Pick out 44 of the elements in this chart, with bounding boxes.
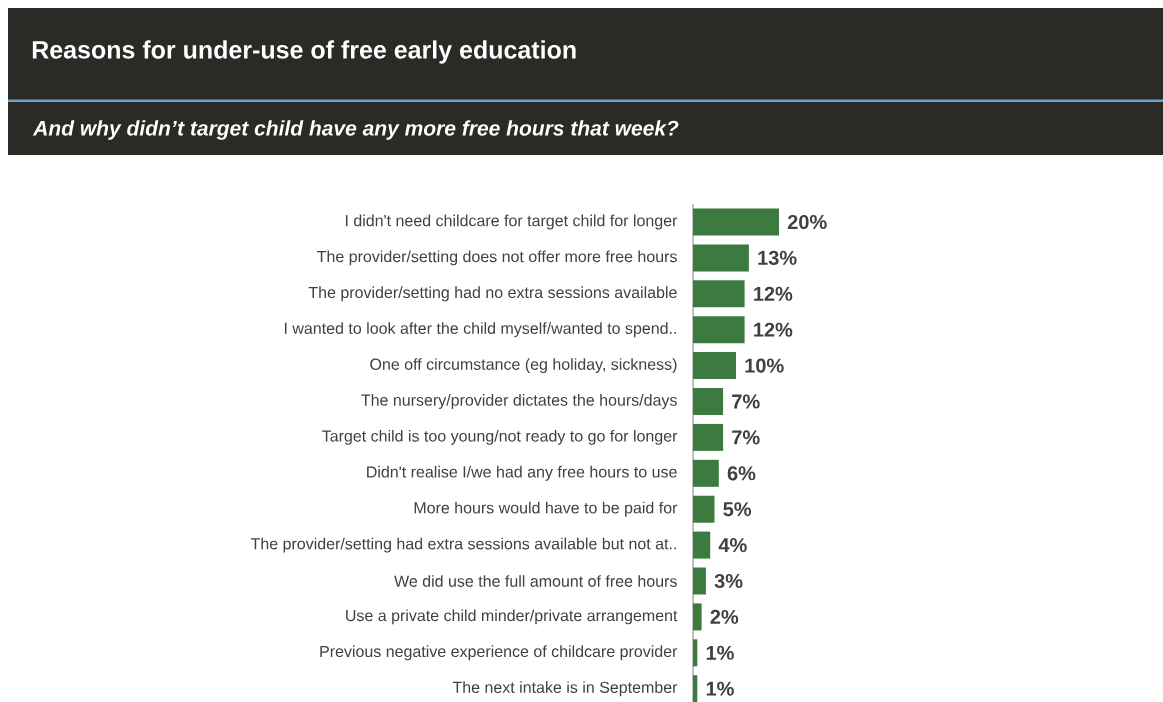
y-tick-label: I wanted to look after the child myself/wanted to spend..: [284, 322, 676, 338]
bar: [693, 567, 706, 595]
bar: [693, 639, 698, 667]
data-label: 12%: [754, 286, 793, 301]
bar: [693, 675, 698, 702]
y-tick-label: The next intake is in September: [452, 681, 678, 697]
data-label: 3%: [714, 573, 743, 589]
bar: [693, 244, 749, 272]
text: Reasons for under-use of free early education: [32, 40, 576, 64]
bar: [693, 388, 724, 415]
data-label: 4%: [718, 538, 747, 553]
data-label: 7%: [732, 394, 760, 409]
y-tick-label: We did use the full amount of free hours: [394, 575, 677, 587]
y-tick-label: Didn't realise I/we had any free hours to use: [367, 465, 677, 481]
bar: [693, 208, 779, 236]
data-label: 5%: [723, 502, 752, 517]
y-tick-label: The provider/setting had no extra sessions available: [308, 286, 677, 302]
y-tick-label: Use a private child minder/private arrangement: [346, 609, 678, 625]
y-tick-label: The nursery/provider dictates the hours/days: [361, 394, 677, 409]
bar: [693, 316, 745, 344]
bar: [693, 423, 724, 451]
y-tick-label: I didn't need childcare for target child for longer: [345, 214, 678, 230]
data-label: 1%: [706, 681, 734, 696]
y-tick-label: The provider/setting does not offer more free hours: [317, 250, 677, 266]
bar: [693, 459, 719, 487]
data-label: 6%: [727, 466, 756, 481]
data-label: 10%: [745, 358, 784, 373]
data-label: 12%: [754, 322, 793, 337]
data-label: 1%: [706, 645, 734, 660]
y-tick-label: More hours would have to be paid for: [414, 501, 678, 517]
bar: [693, 280, 745, 308]
data-label: 7%: [732, 430, 760, 445]
bar: [693, 531, 711, 559]
data-label: 13%: [758, 250, 797, 265]
data-label: 20%: [787, 214, 827, 230]
y-tick-label: Previous negative experience of childcare provider: [320, 645, 678, 661]
data-label: 2%: [710, 609, 739, 624]
bar: [693, 352, 736, 380]
text: And why didn’t target child have any more free hours that week?: [32, 120, 679, 140]
y-tick-label: Target child is too young/not ready to go for longer: [322, 429, 678, 445]
y-tick-label: One off circumstance (eg holiday, sickness): [370, 358, 677, 374]
bar: [693, 495, 715, 523]
bar: [693, 603, 702, 631]
y-tick-label: The provider/setting had extra sessions available but not at..: [250, 537, 676, 553]
